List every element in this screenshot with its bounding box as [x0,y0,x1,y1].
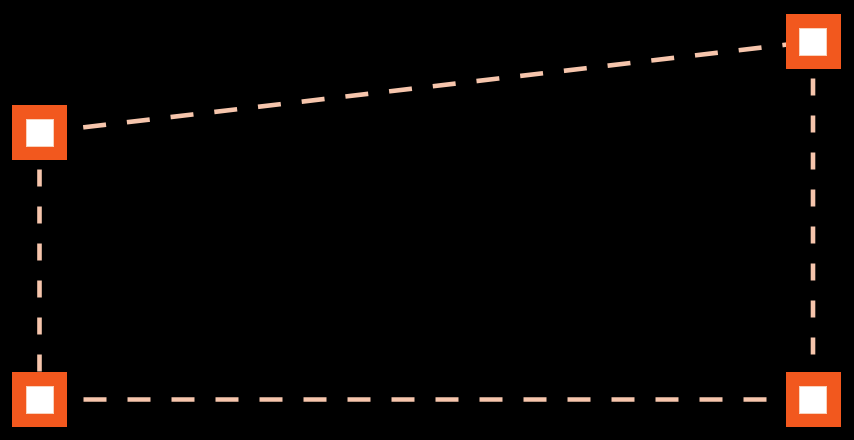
selection-edge [39,39,814,135]
corner-handle-inner [25,385,54,414]
corner-handle-inner [799,385,827,414]
corner-handle-inner [25,118,54,147]
corner-handle-inner [799,27,827,56]
corner-handle-top-left[interactable] [12,105,67,160]
corner-handle-bottom-left[interactable] [12,372,67,427]
corner-handle-top-right[interactable] [785,14,841,69]
corner-handle-bottom-right[interactable] [785,372,841,427]
